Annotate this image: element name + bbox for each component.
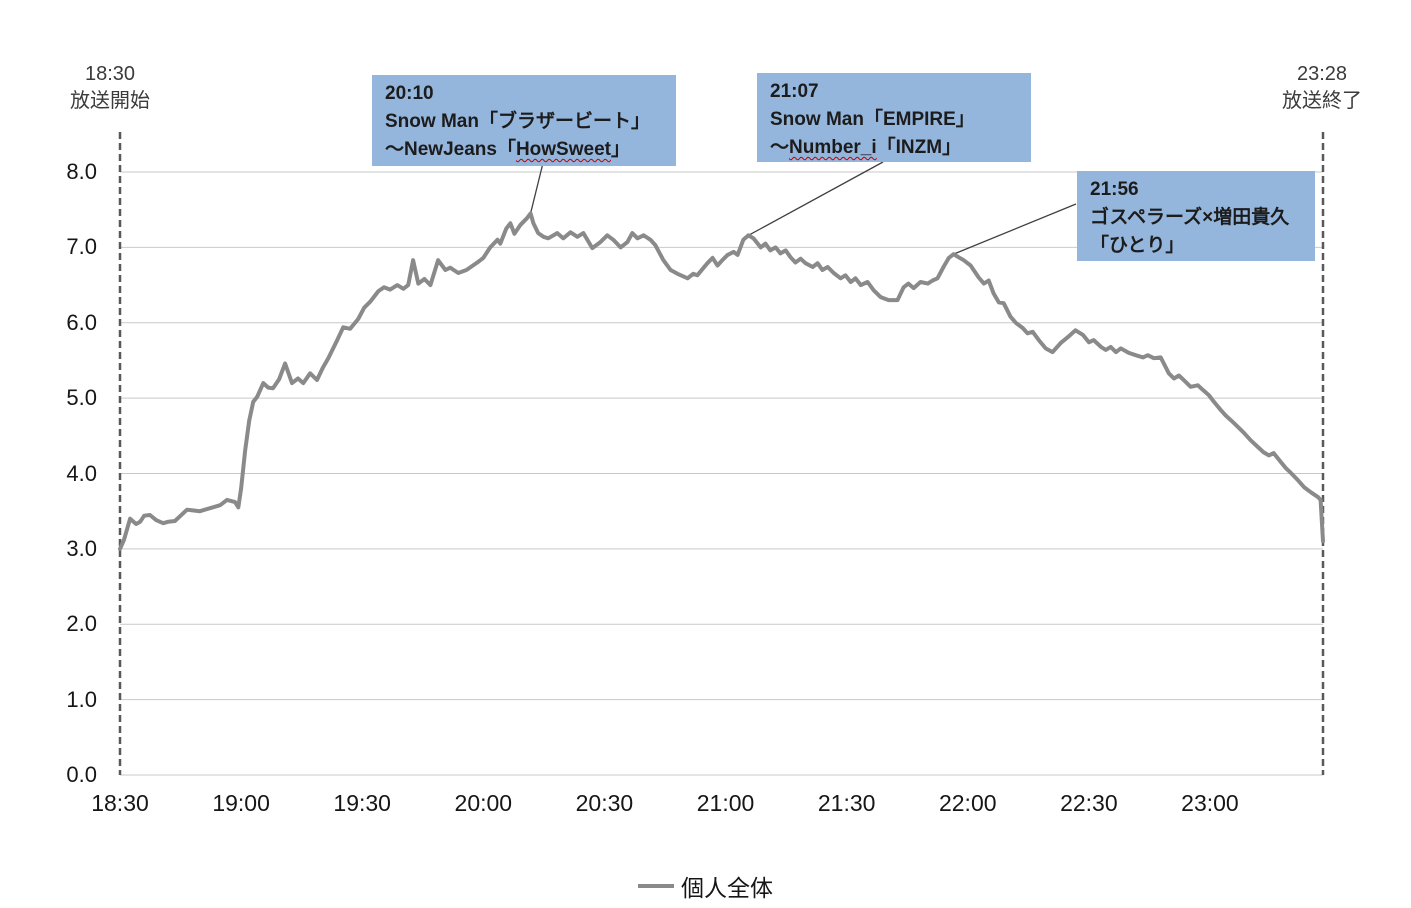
legend-line-swatch xyxy=(638,884,674,888)
y-axis-tick-label: 6.0 xyxy=(66,309,97,335)
y-axis-tick-label: 5.0 xyxy=(66,385,97,411)
x-axis-tick-label: 20:30 xyxy=(575,790,634,816)
broadcast-start-label: 18:30 放送開始 xyxy=(35,61,185,115)
y-axis-tick-label: 4.0 xyxy=(66,460,97,486)
y-axis-tick-label: 2.0 xyxy=(66,611,97,637)
annotation-line3: 〜Number_i「INZM」 xyxy=(770,134,1018,162)
legend-series-label: 個人全体 xyxy=(681,875,773,901)
annotation-line2: ゴスペラーズ×増田貴久 xyxy=(1090,207,1290,228)
y-axis-tick-label: 0.0 xyxy=(66,762,97,787)
annotation-callout-2107: 21:07 Snow Man「EMPIRE」 〜Number_i「INZM」 xyxy=(757,73,1031,162)
x-axis-tick-label: 18:30 xyxy=(91,790,149,816)
annotation-line3-misspelled: HowSweet xyxy=(515,139,611,160)
annotation-line3: 〜NewJeans「HowSweet」 xyxy=(385,136,663,164)
y-axis-tick-label: 7.0 xyxy=(66,234,97,260)
annotation-line3-suffix: 「INZM」 xyxy=(876,137,962,158)
annotation-line2: Snow Man「EMPIRE」 xyxy=(770,109,975,130)
legend: 個人全体 xyxy=(0,869,1411,903)
x-axis-tick-label: 22:00 xyxy=(938,790,997,816)
x-axis-tick-label: 22:30 xyxy=(1060,790,1118,816)
annotation-line3-prefix: 〜 xyxy=(770,137,790,158)
broadcast-end-time: 23:28 xyxy=(1296,63,1348,85)
ratings-line-series xyxy=(118,211,1325,551)
annotation-callout-2156: 21:56 ゴスペラーズ×増田貴久 「ひとり」 xyxy=(1077,171,1315,261)
x-axis-tick-label: 19:00 xyxy=(212,790,270,816)
annotation-callout-2010: 20:10 Snow Man「ブラザービート」 〜NewJeans「HowSwe… xyxy=(372,75,676,166)
y-axis-tick-label: 3.0 xyxy=(66,535,97,561)
broadcast-start-text: 放送開始 xyxy=(70,90,150,112)
annotation-line3-prefix: 〜NewJeans「 xyxy=(385,139,516,160)
broadcast-end-text: 放送終了 xyxy=(1282,90,1362,112)
annotation-time: 20:10 xyxy=(385,83,434,104)
annotation-line3-misspelled: Number_i xyxy=(789,137,877,158)
annotation-time: 21:56 xyxy=(1090,179,1139,200)
broadcast-start-time: 18:30 xyxy=(84,63,136,85)
x-axis-tick-label: 23:00 xyxy=(1181,790,1239,816)
x-axis-tick-label: 19:30 xyxy=(333,790,391,816)
annotation-leader-line xyxy=(748,161,884,236)
x-axis-tick-label: 20:00 xyxy=(454,790,513,816)
y-axis-tick-label: 8.0 xyxy=(66,159,97,184)
annotation-leader-line xyxy=(953,203,1077,255)
annotation-line2: Snow Man「ブラザービート」 xyxy=(385,111,650,132)
annotation-line3-suffix: 」 xyxy=(610,139,630,160)
x-axis-tick-label: 21:30 xyxy=(817,790,876,816)
x-axis-tick-label: 21:00 xyxy=(696,790,755,816)
broadcast-end-label: 23:28 放送終了 xyxy=(1247,61,1397,115)
y-axis-tick-label: 1.0 xyxy=(66,686,97,712)
annotation-line3: 「ひとり」 xyxy=(1090,232,1302,260)
annotation-leader-line xyxy=(529,162,544,214)
annotation-time: 21:07 xyxy=(770,81,819,102)
annotation-line3-prefix: 「ひとり」 xyxy=(1090,235,1185,256)
